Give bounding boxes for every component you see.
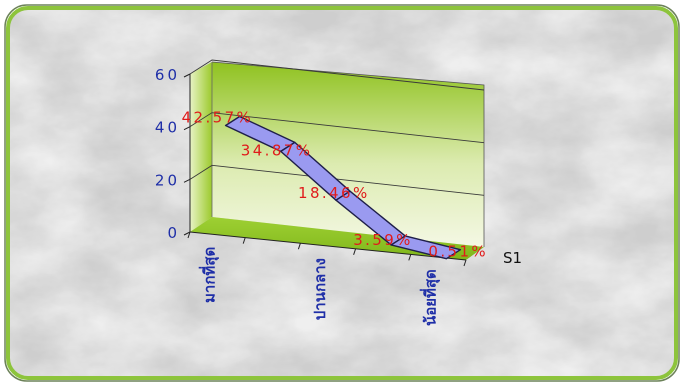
y-tick-mark — [183, 126, 191, 131]
y-tick-labels: 0 20 40 60 — [155, 66, 180, 242]
frame-border — [6, 6, 678, 380]
legend: S1 — [503, 249, 522, 267]
x-axis-line — [189, 231, 467, 261]
gridline — [189, 112, 485, 144]
series-line — [224, 115, 462, 260]
data-label: 42.57% — [182, 109, 254, 127]
axes — [183, 73, 467, 267]
x-tick-mark — [297, 243, 301, 250]
y-tick-label: 20 — [155, 171, 180, 189]
y-tick-label: 60 — [155, 66, 180, 84]
x-tick-label: น้อยที่สุด — [419, 269, 440, 326]
data-labels: 42.57% 34.87% 18.46% 3.59% 0.51% — [182, 109, 488, 261]
data-label: 3.59% — [353, 231, 413, 249]
back-wall — [212, 62, 484, 247]
y-tick-label: 40 — [155, 119, 180, 137]
plot-walls — [190, 61, 485, 260]
data-label: 0.51% — [428, 243, 488, 261]
x-tick-label: มากที่สุด — [199, 247, 220, 303]
y-tick-label: 0 — [167, 224, 180, 242]
x-tick-mark — [463, 259, 467, 267]
x-tick-mark — [187, 231, 191, 239]
gridlines — [189, 59, 485, 196]
x-tick-mark — [242, 237, 246, 244]
data-label: 34.87% — [241, 141, 313, 159]
y-tick-mark — [183, 178, 191, 183]
x-tick-mark — [353, 248, 357, 255]
gridline — [189, 59, 485, 91]
gridline — [189, 164, 485, 196]
line-segment — [390, 235, 462, 260]
series-name-label: S1 — [503, 249, 522, 267]
x-tick-label: ปานกลาง — [311, 258, 329, 320]
x-tick-labels: มากที่สุด ปานกลาง น้อยที่สุด — [199, 247, 441, 326]
x-tick-mark — [408, 254, 412, 261]
y-tick-mark — [183, 73, 191, 78]
data-label: 18.46% — [298, 184, 370, 202]
side-wall — [190, 62, 212, 232]
y-tick-mark — [183, 231, 191, 236]
